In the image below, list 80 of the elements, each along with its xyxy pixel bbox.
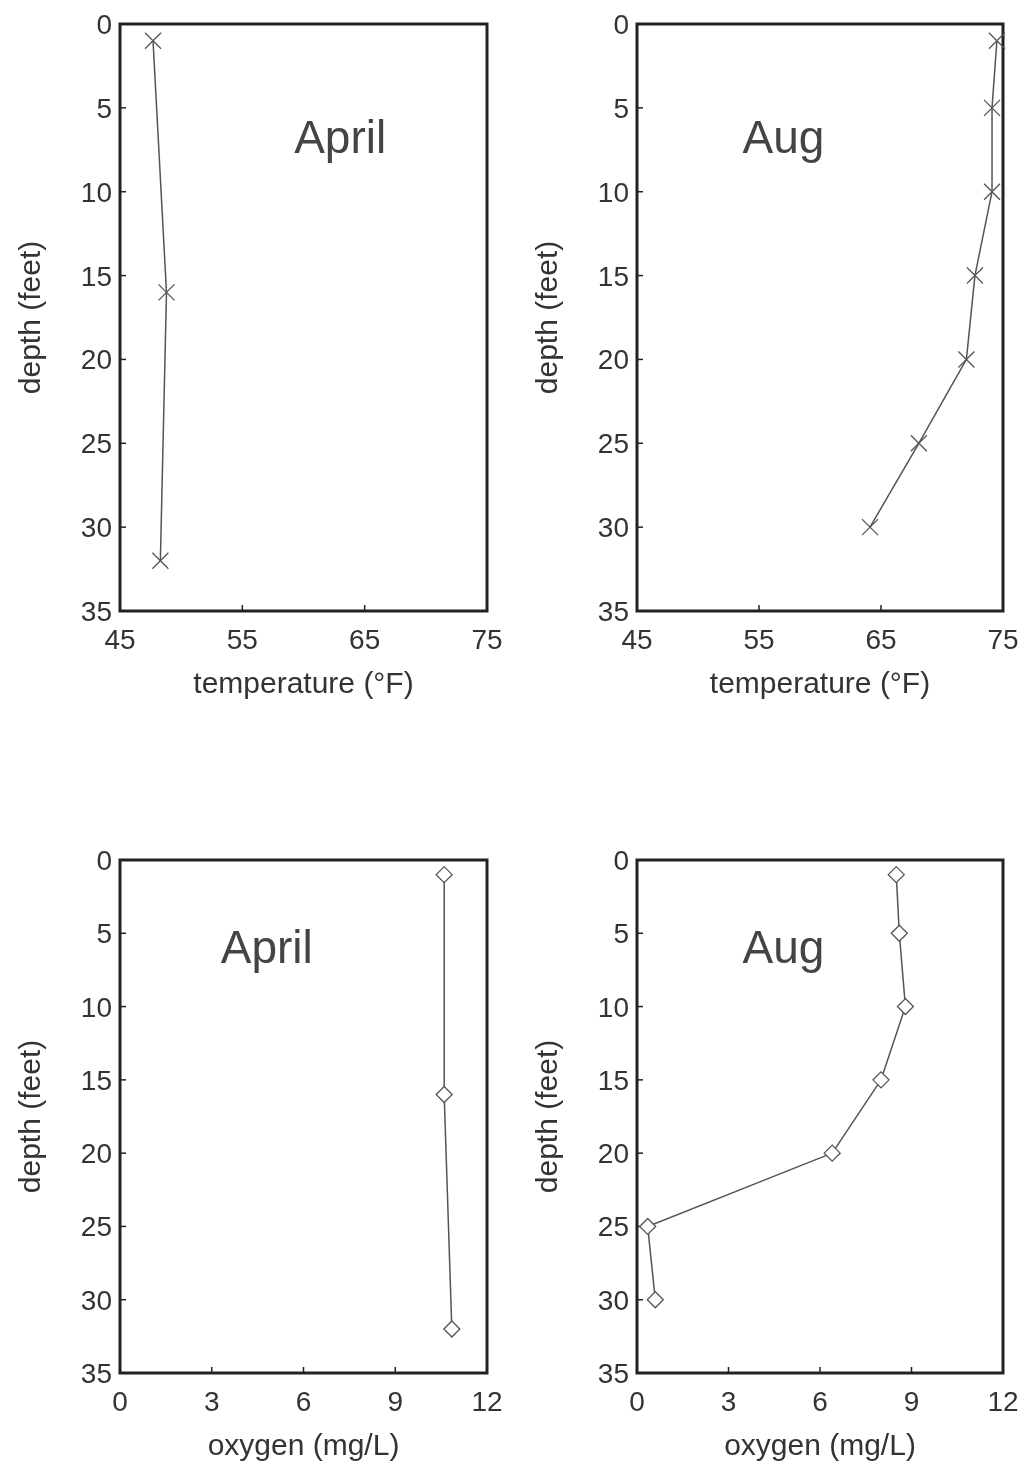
y-tick-label: 25 — [80, 428, 112, 460]
x-tick-label: 6 — [295, 1386, 312, 1417]
x-tick-label: 9 — [387, 1386, 404, 1417]
x-tick-label: 55 — [743, 624, 775, 655]
point — [144, 32, 162, 50]
point — [890, 924, 908, 942]
y-tick-label: 20 — [80, 344, 112, 376]
y-axis-title: depth (feet) — [530, 1039, 563, 1194]
point — [646, 1291, 664, 1309]
x-tick-label: 9 — [903, 1386, 920, 1417]
x-tick-label: 45 — [621, 624, 653, 655]
y-tick-label: 5 — [96, 92, 112, 124]
x-tick-label: 75 — [471, 624, 503, 655]
point — [157, 283, 176, 301]
y-tick-label: 0 — [96, 845, 112, 876]
x-tick-label: 12 — [471, 1386, 503, 1417]
y-tick-label: 15 — [597, 260, 629, 292]
point — [435, 866, 453, 884]
y-tick-label: 25 — [80, 1211, 112, 1243]
x-tick-label: 6 — [812, 1386, 828, 1417]
y-axis-title: depth (feet) — [13, 1039, 46, 1194]
y-tick-label: 10 — [597, 176, 629, 208]
y-tick-label: 30 — [80, 1284, 112, 1316]
point — [988, 32, 1006, 50]
annotation: April — [294, 111, 387, 164]
x-tick-label: 75 — [987, 624, 1019, 655]
y-tick-label: 30 — [80, 512, 112, 544]
point — [861, 518, 879, 536]
y-tick-label: 0 — [96, 9, 112, 40]
point — [443, 1320, 461, 1338]
y-tick-label: 10 — [597, 991, 629, 1023]
x-tick-label: 3 — [203, 1386, 220, 1417]
y-tick-label: 35 — [597, 1358, 629, 1389]
y-tick-label: 10 — [80, 176, 112, 208]
y-tick-label: 30 — [597, 1284, 629, 1316]
y-tick-label: 5 — [613, 918, 629, 950]
y-tick-label: 0 — [613, 9, 629, 40]
x-tick-label: 55 — [226, 624, 258, 655]
x-axis-title: temperature (°F) — [709, 666, 931, 699]
y-tick-label: 35 — [597, 596, 629, 627]
point — [966, 266, 984, 285]
point — [872, 1071, 890, 1089]
point — [151, 552, 170, 570]
point — [957, 350, 976, 369]
point — [983, 183, 1001, 201]
y-tick-label: 5 — [96, 918, 112, 950]
y-tick-label: 20 — [597, 344, 629, 376]
annotation: Aug — [742, 111, 825, 164]
point — [435, 1085, 453, 1104]
y-tick-label: 10 — [80, 991, 112, 1023]
x-tick-label: 45 — [104, 624, 136, 655]
y-tick-label: 20 — [80, 1138, 112, 1170]
x-tick-label: 3 — [720, 1386, 737, 1417]
point — [983, 99, 1001, 117]
y-tick-label: 30 — [597, 512, 629, 544]
y-tick-label: 0 — [613, 845, 629, 876]
x-tick-label: 65 — [349, 624, 381, 655]
annotation: Aug — [742, 920, 825, 973]
point — [910, 434, 928, 452]
point — [823, 1144, 841, 1162]
x-axis-title: temperature (°F) — [193, 666, 414, 699]
y-tick-label: 15 — [80, 260, 112, 292]
y-tick-label: 35 — [80, 596, 112, 627]
annotation: April — [220, 920, 313, 973]
x-axis-title: oxygen (mg/L) — [207, 1428, 400, 1461]
y-tick-label: 15 — [80, 1064, 112, 1096]
y-tick-label: 25 — [597, 1211, 629, 1243]
y-tick-label: 5 — [613, 92, 629, 124]
y-axis-title: depth (feet) — [530, 240, 563, 395]
point — [887, 866, 905, 884]
x-axis-title: oxygen (mg/L) — [724, 1428, 916, 1461]
x-tick-label: 12 — [987, 1386, 1019, 1417]
point — [896, 997, 915, 1016]
point — [639, 1217, 657, 1236]
y-tick-label: 35 — [80, 1358, 112, 1389]
y-tick-label: 20 — [597, 1138, 629, 1170]
y-tick-label: 15 — [597, 1064, 629, 1096]
y-tick-label: 25 — [597, 428, 629, 460]
x-tick-label: 65 — [865, 624, 897, 655]
y-axis-title: depth (feet) — [13, 240, 46, 395]
